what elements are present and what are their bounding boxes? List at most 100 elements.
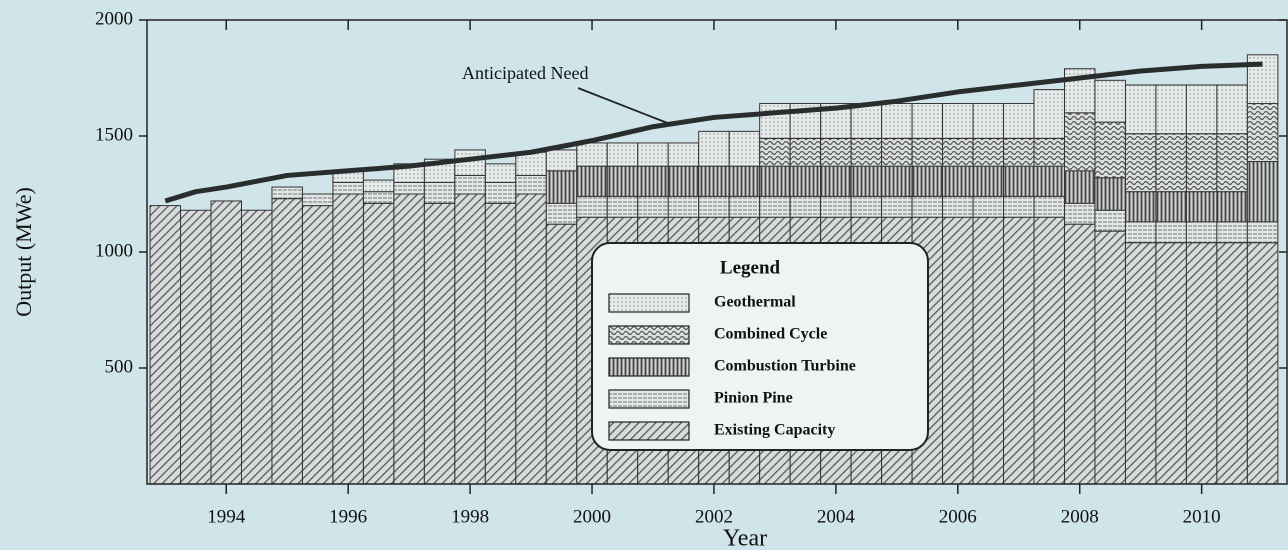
bar-segment (820, 137, 852, 167)
bar-segment (332, 181, 364, 195)
bar-segment (1155, 242, 1187, 485)
bar-segment (881, 137, 913, 167)
bar-segment (881, 165, 913, 197)
bar-segment (423, 202, 456, 485)
bar-segment (454, 174, 486, 195)
bar-segment (1124, 242, 1157, 485)
bar-segment (759, 103, 791, 139)
bar-segment (942, 165, 974, 197)
bar-segment (759, 165, 791, 197)
bar-segment (606, 142, 639, 167)
bar-segment (1155, 133, 1187, 193)
bar-segment (881, 103, 913, 139)
bar-segment (271, 186, 303, 200)
bar-segment (515, 174, 547, 195)
bar-segment (1246, 242, 1279, 485)
bar-segment (1246, 54, 1279, 105)
bar-segment (1003, 103, 1035, 139)
bar-segment (667, 165, 700, 197)
bar-segment (728, 195, 761, 218)
bar-segment (1216, 221, 1248, 244)
x-tick-label: 2008 (1061, 506, 1099, 527)
bar-segment (911, 195, 944, 218)
bar-segment (1063, 223, 1096, 485)
bar-segment (576, 142, 608, 167)
bar-segment (789, 195, 822, 218)
bar-segment (1094, 209, 1126, 232)
bar-segment (1216, 133, 1248, 193)
bar-segment (484, 181, 517, 204)
x-tick-label: 2002 (695, 506, 733, 527)
annotation-arrow (577, 87, 671, 125)
x-axis-label: Year (723, 526, 767, 550)
bar-segment (393, 181, 425, 195)
bar-segment (942, 137, 974, 167)
bar-segment (789, 137, 822, 167)
bar-segment (972, 103, 1005, 139)
bar-segment (1246, 221, 1279, 244)
bar-segment (210, 200, 242, 485)
bar-segment (1063, 170, 1096, 204)
bar-segment (1185, 84, 1218, 135)
bar-segment (484, 163, 517, 183)
bar-segment (1094, 230, 1126, 485)
bar-segment (1003, 216, 1035, 485)
bar-segment (1124, 84, 1157, 135)
bar-segment (1003, 195, 1035, 218)
bar-segment (942, 195, 974, 218)
bar-segment (484, 202, 517, 485)
bar-segment (454, 149, 486, 176)
bar-segment (576, 165, 608, 197)
bar-segment (1033, 89, 1065, 139)
bar-segment (1185, 242, 1218, 485)
bar-segment (1124, 133, 1157, 193)
bar-segment (698, 195, 730, 218)
bar-segment (1033, 165, 1065, 197)
bar-segment (515, 193, 547, 485)
bar-segment (1063, 112, 1096, 172)
bar-segment (820, 195, 852, 218)
bar-segment (698, 130, 730, 167)
legend-swatch (608, 357, 690, 377)
bar-segment (545, 170, 578, 204)
bar-segment (667, 142, 700, 167)
legend-label: Geothermal (714, 294, 796, 311)
bar-segment (637, 142, 669, 167)
legend-label: Combustion Turbine (714, 358, 856, 375)
bar-segment (1003, 165, 1035, 197)
bar-segment (1246, 161, 1279, 223)
x-tick-label: 1994 (207, 506, 246, 527)
annotation: Anticipated Need (462, 63, 588, 83)
bar-segment (1155, 221, 1187, 244)
bar-segment (972, 165, 1005, 197)
x-tick-label: 2000 (573, 506, 611, 527)
bar-segment (850, 165, 883, 197)
bar-segment (149, 205, 182, 485)
bar-segment (1033, 216, 1065, 485)
bar-segment (545, 223, 578, 485)
bar-segment (423, 181, 456, 204)
x-tick-label: 2004 (817, 506, 856, 527)
bar-segment (850, 137, 883, 167)
bar-segment (881, 195, 913, 218)
bar-segment (942, 103, 974, 139)
bar-segment (637, 165, 669, 197)
bar-segment (911, 103, 944, 139)
bar-segment (942, 216, 974, 485)
bar-segment (728, 130, 761, 167)
bar-segment (362, 202, 395, 485)
bar-segment (667, 195, 700, 218)
bar-segment (1124, 221, 1157, 244)
bar-segment (820, 165, 852, 197)
legend-swatch (608, 421, 690, 441)
bar-segment (332, 193, 364, 485)
bar-segment (545, 149, 578, 172)
bar-segment (1185, 191, 1218, 223)
bar-segment (301, 205, 334, 485)
bar-segment (1033, 137, 1065, 167)
bar-segment (606, 165, 639, 197)
bar-segment (789, 165, 822, 197)
need-line (164, 61, 1263, 204)
bar-segment (1246, 103, 1279, 163)
